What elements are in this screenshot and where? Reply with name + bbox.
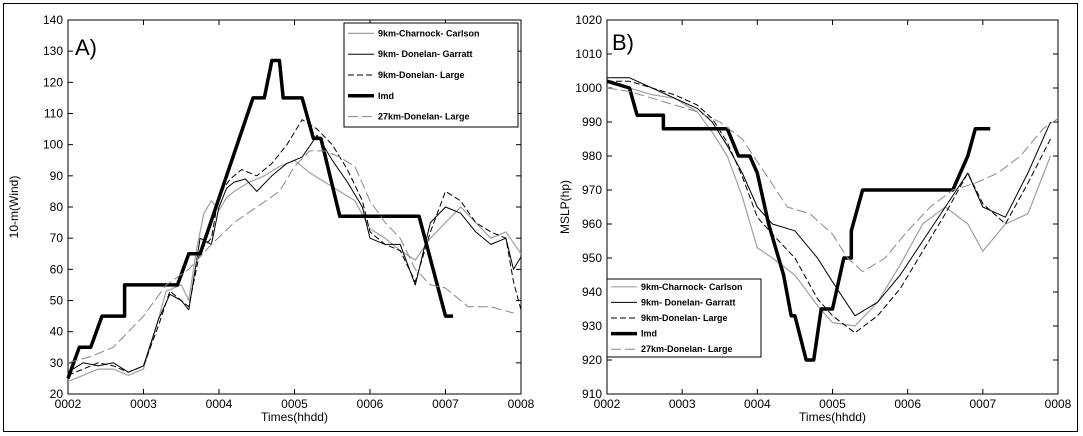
panel-a-x-tick-label: 0006 bbox=[357, 397, 384, 411]
panel-b-series-line-3 bbox=[606, 79, 991, 362]
panel-b-legend-entry: 9km-Charnock- Carlson bbox=[641, 282, 743, 292]
panel-a-legend-entry: 9km-Charnock- Carlson bbox=[378, 28, 480, 38]
panel-b-series-line-2 bbox=[607, 80, 1051, 334]
panel-a-y-tick-label: 80 bbox=[50, 200, 64, 214]
panel-b-label: B) bbox=[612, 30, 634, 55]
panel-a-legend-entry: Imd bbox=[378, 91, 394, 101]
panel-a-y-tick-label: 100 bbox=[43, 138, 63, 152]
panel-a-y-tick-label: 140 bbox=[43, 13, 63, 27]
panel-a-y-tick-label: 130 bbox=[43, 44, 63, 58]
panel-b-y-axis-label: MSLP(hp) bbox=[558, 180, 572, 234]
figure-frame bbox=[3, 3, 1078, 432]
panel-b-x-axis-label: Times(hhdd) bbox=[799, 410, 866, 424]
panel-b-y-tick-label: 910 bbox=[582, 387, 602, 401]
panel-a-x-tick-label: 0002 bbox=[55, 397, 82, 411]
panel-b-y-tick-label: 970 bbox=[582, 183, 602, 197]
panel-a-series-line-1 bbox=[67, 134, 522, 373]
panel-a-x-tick-label: 0008 bbox=[508, 397, 535, 411]
panel-a-series-line-3 bbox=[66, 58, 454, 379]
panel-b-y-tick-label: 960 bbox=[582, 217, 602, 231]
panel-b-x-tick-label: 0002 bbox=[594, 397, 621, 411]
panel-b-y-tick-label: 1000 bbox=[575, 81, 602, 95]
panel-b-y-tick-label: 1020 bbox=[575, 13, 602, 27]
panel-b-y-tick-label: 990 bbox=[582, 115, 602, 129]
panel-b-x-tick-label: 0003 bbox=[669, 397, 696, 411]
panel-b-x-tick-label: 0005 bbox=[819, 397, 846, 411]
panel-a-label: A) bbox=[75, 35, 97, 60]
panel-a-series-line-2 bbox=[67, 119, 522, 376]
panel-b-y-tick-label: 920 bbox=[582, 353, 602, 367]
panel-a-y-tick-label: 20 bbox=[50, 387, 64, 401]
panel-b-legend-entry: 9km-Donelan- Large bbox=[641, 313, 728, 323]
panel-a-legend-entry: 9km- Donelan- Garratt bbox=[378, 49, 473, 59]
panel-a-y-tick-label: 30 bbox=[50, 356, 64, 370]
panel-b-x-tick-label: 0006 bbox=[894, 397, 921, 411]
panel-a-legend-entry: 27km-Donelan- Large bbox=[378, 112, 470, 122]
panel-a-y-tick-label: 50 bbox=[50, 294, 64, 308]
panel-b-series-line-4 bbox=[606, 87, 1059, 273]
panel-b-legend-entry: 9km- Donelan- Garratt bbox=[641, 297, 736, 307]
panel-a-chart: 20 30 40 50 60 70 80 90 100 110 120 130 140 0002 0003 0… bbox=[7, 13, 535, 424]
panel-b-chart: 910 920 930 940 950 960 970 980 990 1000 1010 1020 0… bbox=[558, 13, 1072, 424]
panel-a-y-axis-label: 10-m(Wind) bbox=[7, 176, 21, 239]
panel-b-legend-entry: 27km-Donelan- Large bbox=[641, 344, 733, 354]
panel-b-y-tick-label: 1010 bbox=[575, 47, 602, 61]
panel-a-x-tick-label: 0004 bbox=[206, 397, 233, 411]
panel-b-legend-entry: Imd bbox=[641, 329, 657, 339]
panel-a-y-tick-label: 120 bbox=[43, 75, 63, 89]
panel-a-y-tick-label: 90 bbox=[50, 169, 64, 183]
panel-b-y-tick-label: 950 bbox=[582, 251, 602, 265]
panel-b-y-tick-label: 980 bbox=[582, 149, 602, 163]
panel-a-legend bbox=[343, 22, 519, 128]
panel-a-x-tick-label: 0003 bbox=[130, 397, 157, 411]
panel-b-x-tick-label: 0007 bbox=[969, 397, 996, 411]
panel-b-y-tick-label: 940 bbox=[582, 285, 602, 299]
panel-b-series-line-0 bbox=[606, 80, 1052, 327]
panel-a-y-tick-label: 70 bbox=[50, 231, 64, 245]
panel-b-x-tick-label: 0008 bbox=[1045, 397, 1072, 411]
panel-a-y-tick-label: 40 bbox=[50, 325, 64, 339]
panel-a-x-axis-label: Times(hhdd) bbox=[261, 410, 328, 424]
panel-a-legend-entry: 9km-Donelan- Large bbox=[378, 70, 465, 80]
panel-a-series-line-4 bbox=[67, 150, 514, 364]
panel-b-y-tick-label: 930 bbox=[582, 319, 602, 333]
panel-a-x-tick-label: 0007 bbox=[432, 397, 459, 411]
panel-a-y-tick-label: 60 bbox=[50, 262, 64, 276]
panel-a-x-tick-label: 0005 bbox=[281, 397, 308, 411]
panel-a-y-tick-label: 110 bbox=[44, 107, 63, 121]
panel-b-x-tick-label: 0004 bbox=[744, 397, 771, 411]
